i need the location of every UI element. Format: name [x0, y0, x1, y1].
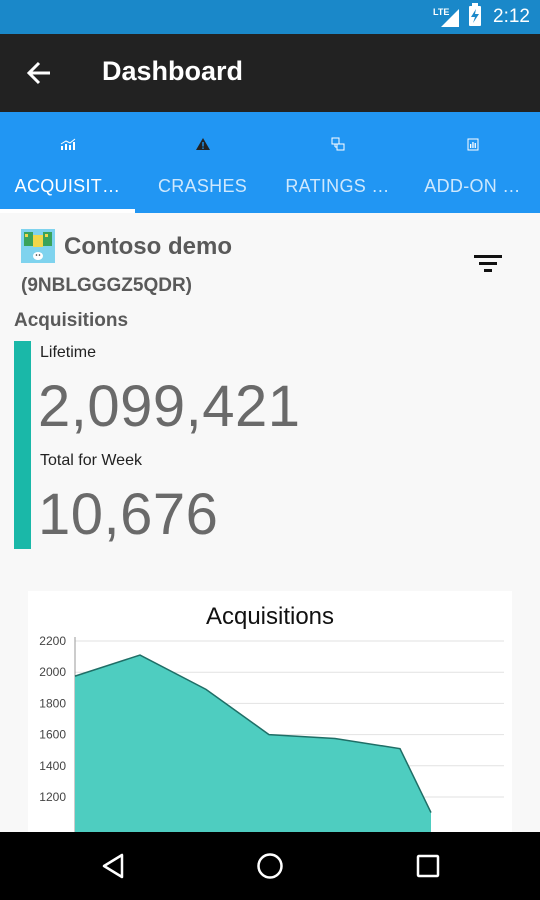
back-button[interactable]	[18, 52, 60, 94]
tab-label: CRASHES	[157, 176, 248, 196]
active-tab-indicator	[0, 209, 135, 213]
trend-chart-icon	[60, 137, 76, 151]
lifetime-value: 2,099,421	[38, 374, 301, 439]
kpi-accent-bar	[14, 341, 31, 549]
dashboard-content: Contoso demo (9NBLGGGZ5QDR) Acquisitions…	[0, 213, 540, 832]
clock-time: 2:12	[493, 6, 530, 27]
nav-back-button[interactable]	[93, 846, 133, 886]
app-bar: Dashboard	[0, 34, 540, 112]
addon-icon	[467, 137, 479, 151]
series-area	[75, 655, 431, 832]
nav-recents-button[interactable]	[408, 846, 448, 886]
y-tick-label: 2200	[39, 634, 66, 648]
tab-ratings[interactable]: RATINGS …	[270, 112, 405, 213]
acquisitions-chart: 1200 1400 1600 1800 2000 2200	[39, 634, 504, 832]
y-tick-label: 1800	[39, 696, 66, 710]
warning-icon	[195, 137, 210, 151]
back-arrow-icon	[26, 61, 50, 85]
acquisitions-chart-card: 1200 1400 1600 1800 2000 2200 Acquisitions	[28, 591, 512, 832]
status-bar: LTE 2:12	[0, 0, 540, 34]
y-tick-label: 1400	[39, 759, 66, 773]
tab-acquisitions[interactable]: ACQUISIT…	[0, 112, 135, 213]
ratings-icon	[331, 137, 345, 151]
status-icons: LTE 2:12	[433, 2, 530, 32]
circle-home-icon	[257, 853, 283, 879]
nav-home-button[interactable]	[250, 846, 290, 886]
week-total-label: Total for Week	[40, 452, 142, 469]
chart-title: Acquisitions	[205, 603, 335, 630]
app-id: (9NBLGGGZ5QDR)	[21, 275, 192, 296]
app-logo	[21, 229, 55, 263]
tab-label: ADD-ON …	[424, 176, 521, 196]
section-title: Acquisitions	[14, 310, 129, 331]
tab-label: RATINGS …	[285, 176, 390, 196]
battery-icon	[467, 2, 483, 32]
tab-addons[interactable]: ADD-ON …	[405, 112, 540, 213]
y-tick-label: 2000	[39, 665, 66, 679]
filter-icon	[474, 255, 502, 272]
square-recents-icon	[416, 854, 440, 878]
tab-bar: ACQUISIT… CRASHES RATINGS …	[0, 112, 540, 213]
app-name: Contoso demo	[64, 233, 232, 260]
y-tick-label: 1600	[39, 728, 66, 742]
signal-icon: LTE	[433, 5, 461, 29]
navigation-bar	[0, 832, 540, 900]
filter-button[interactable]	[470, 251, 506, 277]
y-tick-label: 1200	[39, 790, 66, 804]
page-title: Dashboard	[102, 56, 244, 86]
tab-label: ACQUISIT…	[14, 176, 121, 196]
triangle-back-icon	[102, 853, 124, 879]
lifetime-label: Lifetime	[40, 344, 97, 361]
tab-crashes[interactable]: CRASHES	[135, 112, 270, 213]
week-total-value: 10,676	[38, 482, 219, 547]
network-type-label: LTE	[433, 7, 450, 17]
